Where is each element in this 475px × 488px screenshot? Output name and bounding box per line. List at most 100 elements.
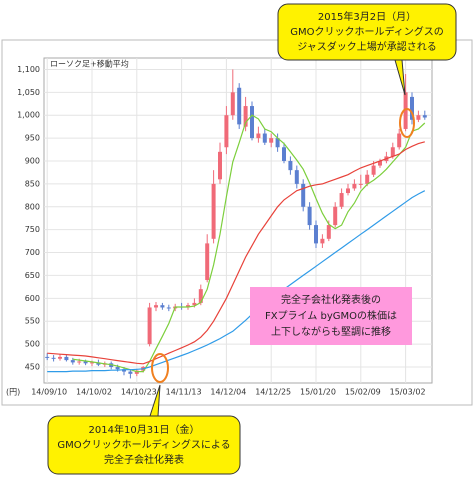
candle-body	[77, 361, 82, 363]
x-tick-label: 14/12/04	[210, 388, 246, 397]
candle-body	[250, 106, 254, 139]
candle-body	[230, 92, 235, 116]
candle-body	[282, 147, 286, 161]
candle-body	[115, 366, 120, 370]
candle-body	[224, 115, 229, 148]
candle-body	[154, 305, 158, 308]
candle-body	[192, 302, 197, 306]
x-tick-label: 14/11/13	[166, 388, 202, 397]
callout-text: 完全子会社化発表後の	[281, 293, 381, 306]
candle-body	[186, 305, 190, 308]
highlight	[151, 353, 169, 383]
candle-body	[390, 147, 395, 157]
callout-box	[277, 3, 457, 61]
candle-body	[147, 307, 152, 345]
x-tick-label: 15/03/02	[390, 388, 426, 397]
x-tick-label: 15/02/09	[345, 388, 381, 397]
callout-box	[47, 415, 241, 475]
candle-body	[275, 138, 280, 148]
y-tick-label: 1,100	[17, 65, 40, 74]
candle-body	[160, 305, 165, 308]
y-tick-label: 500	[25, 340, 40, 349]
legend-label: ローソク足+移動平均	[50, 59, 129, 69]
candle-body	[51, 357, 56, 359]
candle-body	[218, 151, 222, 180]
y-tick-label: 700	[25, 248, 40, 257]
y-tick-label: 600	[25, 294, 40, 303]
candle-body	[198, 289, 203, 303]
candle-body	[378, 160, 382, 166]
candle-body	[83, 361, 88, 364]
callout: 2014年10月31日（金） GMOクリックホールディングスによる 完全子会社化…	[47, 384, 241, 475]
callout: 完全子会社化発表後の FXプライム byGMOの株価は 上下しながらも堅調に推移	[250, 287, 412, 345]
y-tick-label: 450	[25, 362, 40, 371]
candle-body	[122, 369, 126, 372]
candle-body	[128, 371, 133, 374]
candle-body	[422, 115, 427, 118]
candle-body	[294, 170, 299, 184]
candle-body	[134, 370, 139, 374]
callout: 2015年3月2日（月） GMOクリックホールディングスの ジャスダック上場が承…	[277, 3, 457, 96]
y-tick-label: 1,000	[17, 111, 40, 120]
callout-text: 2015年3月2日（月）	[318, 10, 416, 23]
candle-body	[58, 356, 62, 359]
callout-pointer	[149, 384, 161, 417]
x-tick-label: 14/12/25	[255, 388, 291, 397]
candle-body	[365, 174, 370, 184]
callout-text: ジャスダック上場が承認される	[297, 40, 437, 53]
candle-body	[64, 356, 69, 361]
candle-body	[416, 115, 421, 120]
x-tick-label: 14/10/23	[121, 388, 157, 397]
candle-body	[371, 165, 376, 175]
callout-text: FXプライム byGMOの株価は	[265, 309, 397, 322]
callout-pointer	[394, 59, 406, 96]
candle-body	[320, 238, 325, 244]
candle-body	[237, 87, 242, 125]
candle-body	[90, 362, 94, 364]
candle-body	[397, 133, 402, 148]
moving-average-line	[47, 141, 425, 365]
candle-body	[307, 206, 312, 226]
y-unit: (円)	[6, 388, 20, 397]
y-tick-label: 1,050	[17, 88, 40, 97]
y-tick-label: 750	[25, 225, 40, 234]
candle-body	[333, 206, 338, 226]
y-tick-label: 900	[25, 156, 40, 165]
candle-body	[96, 362, 101, 365]
candle-body	[256, 133, 261, 139]
callout-text: GMOクリックホールディングスの	[290, 25, 444, 38]
candle-body	[288, 160, 293, 171]
callout-text: 2014年10月31日（金）	[89, 423, 200, 436]
y-tick-label: 950	[25, 134, 40, 143]
candle-body	[243, 106, 248, 127]
candle-body	[205, 243, 210, 281]
candle-body	[358, 183, 363, 185]
candle-body	[410, 96, 414, 120]
x-tick-label: 14/09/10	[31, 388, 67, 397]
candle-body	[269, 138, 274, 143]
x-tick-label: 15/01/20	[300, 388, 336, 397]
y-tick-label: 550	[25, 317, 40, 326]
callout-text: 上下しながらも堅調に推移	[271, 325, 391, 338]
candle-body	[70, 360, 75, 363]
candle-body	[346, 188, 350, 194]
candle-body	[166, 307, 171, 309]
candle-body	[339, 193, 344, 207]
callout-text: GMOクリックホールディングスによる	[57, 438, 230, 451]
candle-body	[211, 183, 216, 239]
y-tick-label: 650	[25, 271, 40, 280]
callout-box	[250, 287, 412, 345]
callout-text: 完全子会社化発表	[104, 453, 184, 466]
y-tick-label: 800	[25, 202, 40, 211]
candle-body	[301, 183, 306, 207]
highlight	[399, 108, 415, 138]
candle-body	[314, 225, 318, 244]
moving-average-line	[47, 190, 426, 373]
candle-body	[352, 183, 357, 189]
x-tick-label: 14/10/02	[76, 388, 112, 397]
candle-body	[45, 356, 50, 358]
candle-body	[403, 92, 408, 129]
candle-body	[326, 225, 331, 239]
y-tick-label: 850	[25, 179, 40, 188]
